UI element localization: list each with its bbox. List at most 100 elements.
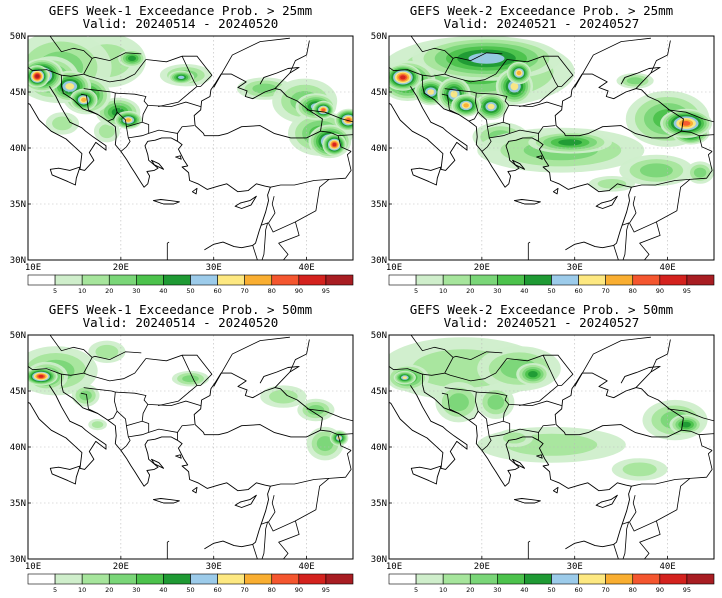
colorbar-swatch (244, 573, 273, 585)
probability-contour (503, 432, 526, 444)
probability-contour (516, 70, 522, 76)
probability-contour (400, 75, 406, 80)
colorbar-label: 95 (322, 287, 330, 295)
country-border (28, 66, 62, 86)
colorbar-swatch (632, 573, 661, 585)
country-border (698, 135, 713, 152)
longitude-label: 40E (659, 263, 675, 273)
country-border (268, 495, 300, 559)
map-panel-week2-50mm: GEFS Week-2 Exceedance Prob. > 50mm Vali… (361, 299, 722, 598)
coastline-azovE (259, 365, 300, 388)
colorbar-label: 30 (132, 586, 140, 594)
country-border (83, 387, 118, 421)
coastline-dalmatia (60, 384, 271, 492)
longitude-label: 10E (386, 263, 402, 273)
coastline-crete (513, 199, 541, 205)
latitude-label: 45N (10, 387, 26, 397)
country-border (289, 339, 310, 373)
colorbar-swatch (415, 573, 444, 585)
country-border (631, 151, 713, 188)
latitude-label: 50N (371, 32, 387, 42)
country-border (83, 59, 147, 83)
latitude-label: 40N (10, 144, 26, 154)
colorbar-swatch (27, 573, 56, 585)
colorbar-label: 95 (683, 287, 691, 295)
coastline-italy (389, 86, 468, 171)
map-panel-week1-50mm: GEFS Week-1 Exceedance Prob. > 50mm Vali… (0, 299, 361, 598)
latitude-label: 35N (10, 499, 26, 509)
country-border (489, 125, 556, 139)
probability-contour (81, 97, 87, 102)
longitude-label: 30E (206, 263, 222, 273)
colorbar-swatch (415, 274, 444, 286)
colorbar-label: 70 (241, 586, 249, 594)
latitude-label: 30N (371, 256, 387, 266)
colorbar-swatch (469, 573, 498, 585)
coastline-sicily (49, 465, 81, 485)
latitude-label: 50N (10, 331, 26, 341)
country-border (128, 424, 195, 438)
coastline-corsica (15, 415, 23, 432)
colorbar-swatch (298, 573, 327, 585)
graticule (389, 36, 714, 260)
coastline-crete (152, 199, 180, 205)
country-borders (389, 335, 714, 559)
country-border (289, 40, 310, 74)
country-borders (28, 335, 353, 559)
latitude-label: 40N (10, 443, 26, 453)
country-border (142, 121, 150, 134)
country-border (444, 358, 508, 382)
coastline-italy (28, 86, 107, 171)
coastline-levant (204, 187, 271, 251)
probability-contour (626, 77, 644, 85)
colorbar-label: 95 (322, 586, 330, 594)
coastlines (376, 365, 684, 550)
coastline-rhodes (552, 486, 559, 494)
coastline-cyprus (595, 494, 618, 508)
coastline-corsica (376, 116, 384, 133)
latitude-label: 40N (371, 144, 387, 154)
country-border (252, 544, 258, 559)
country-border (667, 408, 714, 422)
country-border (452, 351, 503, 361)
country-border (481, 425, 492, 451)
colorbar-label: 40 (159, 586, 167, 594)
graticule (28, 335, 353, 559)
country-border (503, 420, 511, 433)
probability-contour (597, 179, 627, 189)
colorbar-label: 50 (186, 287, 194, 295)
latitude-label: 45N (371, 387, 387, 397)
probability-contour (178, 75, 185, 79)
coastline-sicily (410, 465, 442, 485)
panel-title: GEFS Week-1 Exceedance Prob. > 25mm (48, 3, 313, 18)
coastline-blackSeaN (554, 73, 637, 136)
coastline-rhodes (191, 486, 198, 494)
country-border (481, 126, 492, 152)
country-border (441, 392, 459, 414)
coastlines (28, 66, 323, 251)
coastline-levant (565, 187, 632, 251)
coastline-sicily (410, 166, 442, 186)
colorbar-swatch (686, 274, 715, 286)
colorbar-swatch (244, 274, 273, 286)
probability-contour (463, 103, 469, 108)
probability-contour (332, 142, 337, 147)
coastline-lesbos (175, 155, 182, 160)
country-border (145, 354, 213, 386)
country-border (518, 86, 559, 107)
country-border (621, 521, 630, 559)
probability-contour (681, 421, 691, 428)
colorbar-swatch (551, 274, 579, 286)
colorbar-label: 30 (493, 287, 501, 295)
country-border (444, 387, 479, 421)
longitude-label: 10E (25, 562, 41, 572)
colorbar-label: 90 (295, 287, 303, 295)
graticule (28, 36, 353, 260)
colorbar-label: 40 (520, 287, 528, 295)
colorbar-swatch (605, 274, 634, 286)
latitude-label: 35N (371, 499, 387, 509)
colorbar-swatch (524, 573, 552, 585)
coastline-corsica (376, 415, 384, 432)
country-border (527, 540, 531, 559)
country-border (83, 88, 118, 122)
